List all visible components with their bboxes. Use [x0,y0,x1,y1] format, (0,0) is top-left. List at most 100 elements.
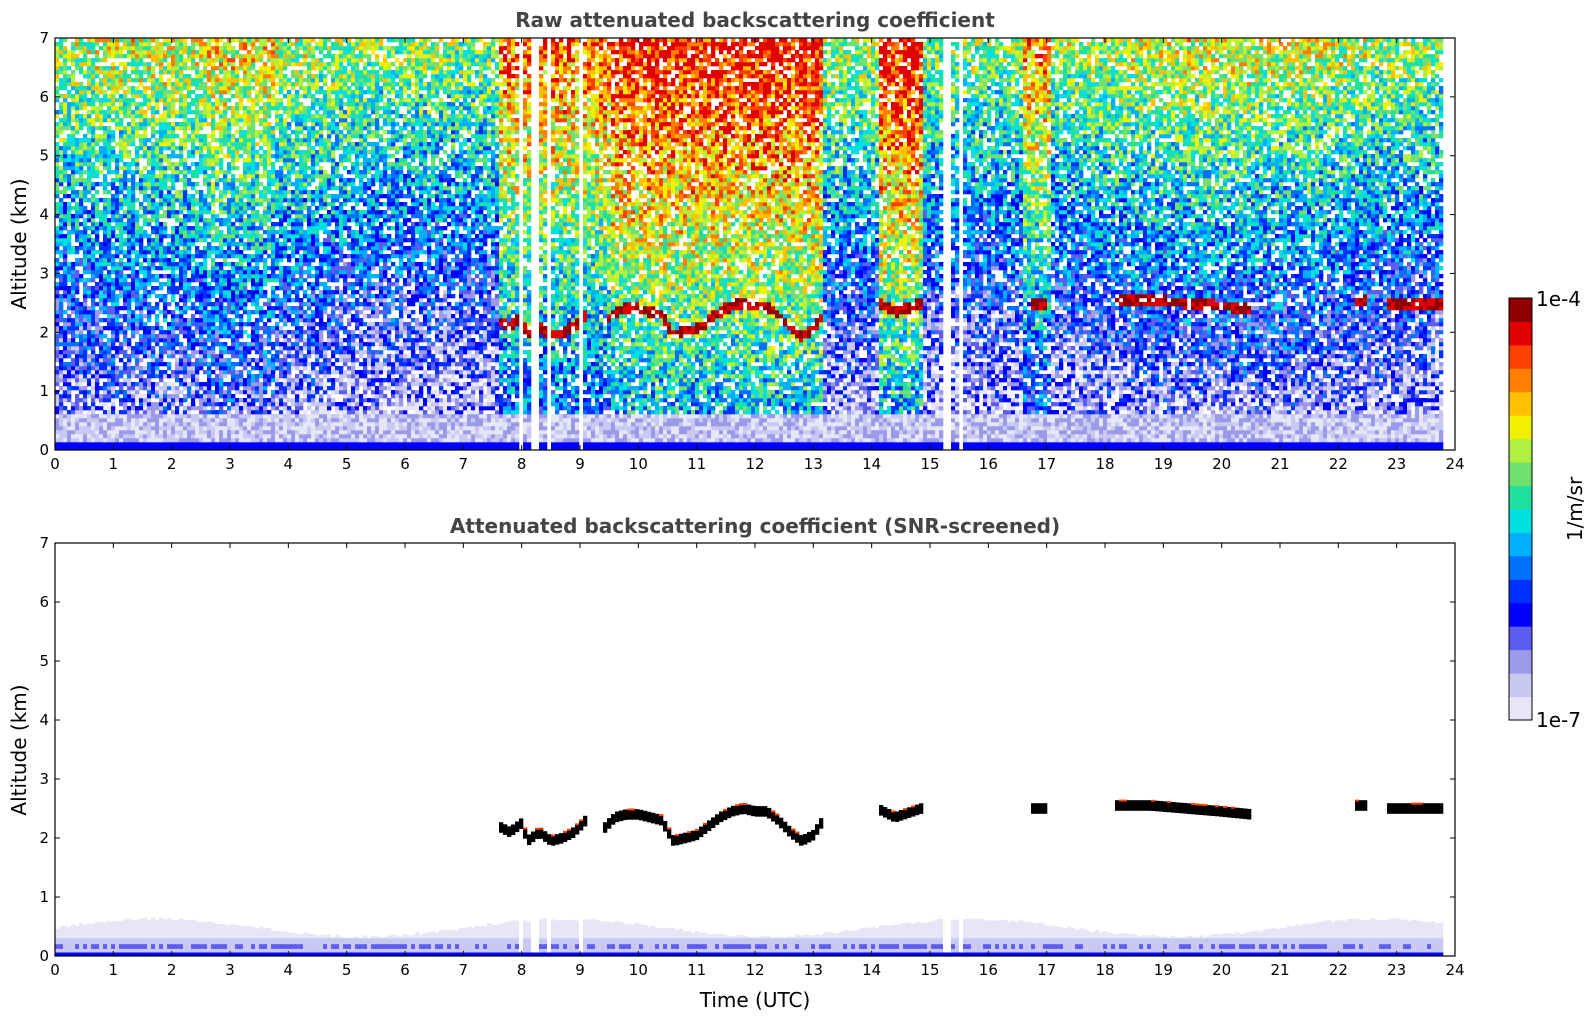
x-axis-label: Time (UTC) [699,988,811,1012]
x-tick-label: 6 [400,455,410,473]
y-tick-label: 0 [39,441,49,459]
x-tick-label: 15 [920,455,939,473]
snr-y-axis-label: Altitude (km) [7,684,31,815]
colorbar-step [1509,321,1532,345]
snr-x-ticks: 0 1 2 3 4 5 6 7 8 9 10 11 12 13 14 15 16 17 18 19 20 21 22 23 24 [50,543,1464,979]
x-tick-label: 21 [1270,961,1289,979]
raw-heatmap [55,38,1443,450]
colorbar-step [1509,298,1532,322]
x-tick-label: 12 [745,455,764,473]
snr-plot-frame [55,543,1455,956]
colorbar-min-label: 1e-7 [1536,708,1581,732]
colorbar-step [1509,556,1532,580]
x-tick-label: 22 [1329,961,1348,979]
x-tick-label: 7 [459,455,469,473]
colorbar-step [1509,415,1532,439]
colorbar-step [1509,626,1532,650]
colorbar-step [1509,673,1532,697]
x-tick-label: 3 [225,961,235,979]
raw-y-axis-label: Altitude (km) [7,178,31,309]
y-tick-label: 2 [39,323,49,341]
x-tick-label: 3 [225,455,235,473]
x-tick-label: 23 [1387,455,1406,473]
raw-backscatter-panel: Raw attenuated backscattering coefficien… [7,8,1465,473]
colorbar-step [1509,462,1532,486]
colorbar-gradient [1509,298,1532,721]
x-tick-label: 19 [1154,455,1173,473]
x-tick-label: 19 [1154,961,1173,979]
y-tick-label: 1 [39,888,49,906]
x-tick-label: 17 [1037,455,1056,473]
x-tick-label: 4 [284,455,294,473]
x-tick-label: 2 [167,455,177,473]
colorbar-step [1509,697,1532,721]
x-tick-label: 11 [687,455,706,473]
x-tick-label: 15 [920,961,939,979]
x-tick-label: 0 [50,455,60,473]
y-tick-label: 3 [39,770,49,788]
x-tick-label: 2 [167,961,177,979]
colorbar-step [1509,579,1532,603]
x-tick-label: 20 [1212,961,1231,979]
x-tick-label: 11 [687,961,706,979]
x-tick-label: 5 [342,455,352,473]
x-tick-label: 21 [1270,455,1289,473]
snr-heatmap [55,800,1443,956]
x-tick-label: 10 [629,455,648,473]
x-tick-label: 9 [575,961,585,979]
y-tick-label: 0 [39,947,49,965]
colorbar-step [1509,650,1532,674]
snr-y-ticks: 0 1 2 3 4 5 6 7 [39,534,1455,965]
y-tick-label: 5 [39,652,49,670]
x-tick-label: 1 [109,961,119,979]
x-tick-label: 7 [459,961,469,979]
colorbar-max-label: 1e-4 [1536,287,1581,311]
colorbar-step [1509,509,1532,533]
y-tick-label: 7 [39,29,49,47]
x-tick-label: 22 [1329,455,1348,473]
x-tick-label: 0 [50,961,60,979]
x-tick-label: 13 [804,455,823,473]
colorbar-step [1509,368,1532,392]
x-tick-label: 14 [862,961,881,979]
x-tick-label: 8 [517,455,527,473]
x-tick-label: 23 [1387,961,1406,979]
y-tick-label: 3 [39,264,49,282]
y-tick-label: 2 [39,829,49,847]
x-tick-label: 24 [1445,455,1464,473]
x-tick-label: 16 [979,455,998,473]
colorbar-unit-label: 1/m/sr [1563,476,1587,541]
colorbar-step [1509,439,1532,463]
y-tick-label: 1 [39,382,49,400]
x-tick-label: 10 [629,961,648,979]
x-tick-label: 16 [979,961,998,979]
x-tick-label: 20 [1212,455,1231,473]
y-tick-label: 6 [39,593,49,611]
x-tick-label: 17 [1037,961,1056,979]
y-tick-label: 5 [39,147,49,165]
x-tick-label: 14 [862,455,881,473]
colorbar: 1e-4 1e-7 1/m/sr [1509,287,1587,732]
y-tick-label: 6 [39,88,49,106]
colorbar-step [1509,603,1532,627]
x-tick-label: 13 [804,961,823,979]
x-tick-label: 18 [1095,961,1114,979]
snr-panel-title: Attenuated backscattering coefficient (S… [450,514,1060,538]
x-tick-label: 1 [109,455,119,473]
colorbar-step [1509,532,1532,556]
x-tick-label: 8 [517,961,527,979]
colorbar-step [1509,486,1532,510]
x-tick-label: 9 [575,455,585,473]
x-tick-label: 6 [400,961,410,979]
x-tick-label: 4 [284,961,294,979]
x-tick-label: 5 [342,961,352,979]
raw-panel-title: Raw attenuated backscattering coefficien… [515,8,995,32]
y-tick-label: 7 [39,534,49,552]
y-tick-label: 4 [39,206,49,224]
snr-screened-panel: Attenuated backscattering coefficient (S… [7,514,1465,1012]
x-tick-label: 12 [745,961,764,979]
x-tick-label: 24 [1445,961,1464,979]
y-tick-label: 4 [39,711,49,729]
colorbar-step [1509,392,1532,416]
x-tick-label: 18 [1095,455,1114,473]
